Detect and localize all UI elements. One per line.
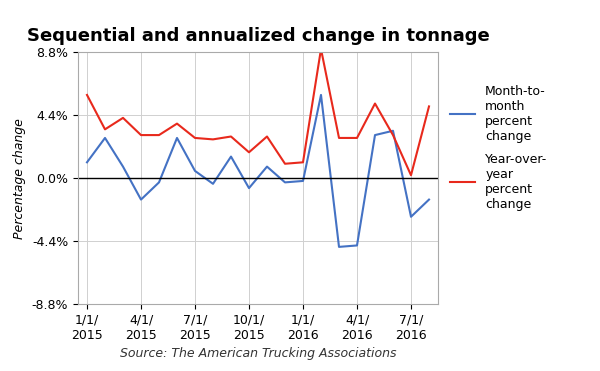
Text: Source: The American Trucking Associations: Source: The American Trucking Associatio… (120, 347, 396, 360)
Y-axis label: Percentage change: Percentage change (13, 118, 26, 239)
Title: Sequential and annualized change in tonnage: Sequential and annualized change in tonn… (26, 27, 490, 45)
Legend: Month-to-
month
percent
change, Year-over-
year
percent
change: Month-to- month percent change, Year-ove… (450, 85, 548, 211)
